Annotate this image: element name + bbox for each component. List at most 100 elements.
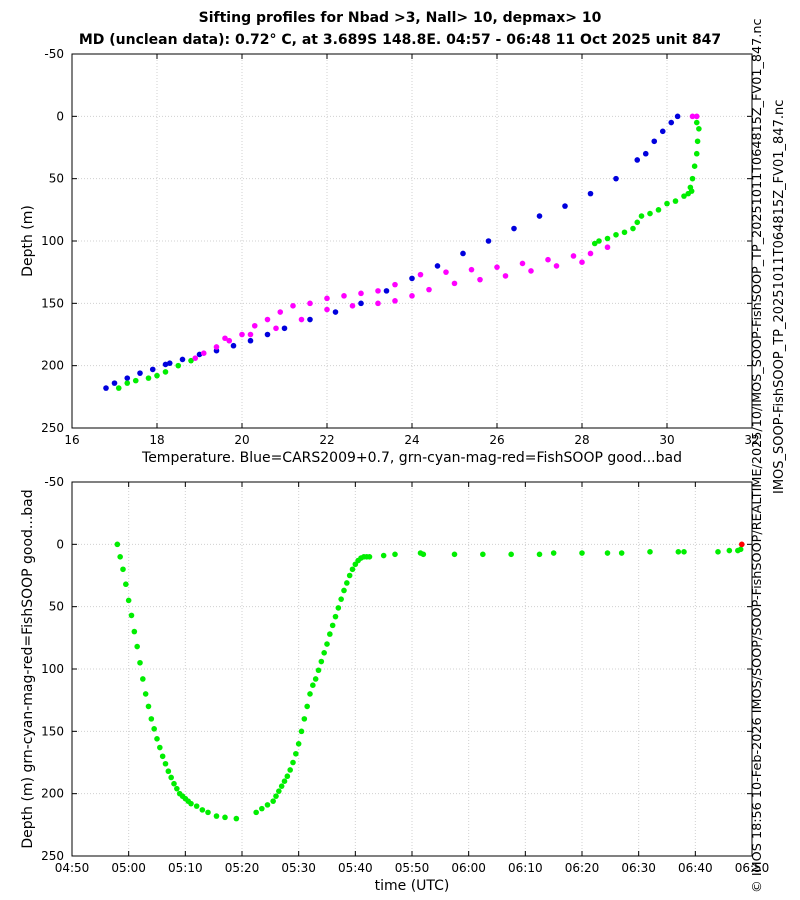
top-plot-point-blue (642, 150, 649, 157)
top-plot-point-magenta (689, 113, 696, 120)
bottom-plot-point-green (392, 551, 398, 558)
top-plot-point-blue (651, 138, 658, 145)
top-plot-x-tick-label: 22 (319, 433, 334, 447)
bottom-plot-point-green (618, 550, 625, 556)
top-plot-point-blue (434, 263, 441, 269)
bottom-plot-point-green (134, 643, 140, 650)
bottom-plot-y-tick-label: -50 (44, 475, 64, 489)
bottom-plot-point-green (310, 682, 316, 689)
top-plot-point-green (591, 240, 598, 247)
bottom-plot-point-green (675, 549, 682, 555)
top-plot-point-blue (634, 157, 641, 163)
bottom-plot-y-tick-label: 50 (49, 600, 64, 614)
top-plot-point-blue (409, 275, 415, 282)
bottom-plot-point-green (536, 551, 543, 558)
top-plot-point-green (115, 385, 122, 391)
top-plot-point-blue (230, 342, 237, 349)
top-plot-y-tick-label: 0 (56, 109, 64, 123)
bottom-plot-point-green (298, 728, 305, 735)
top-plot-point-blue (307, 316, 313, 323)
top-plot-point-magenta (528, 268, 534, 274)
bottom-plot-y-tick-label: 250 (41, 849, 64, 863)
top-plot-point-magenta (451, 280, 458, 287)
top-plot-point-magenta (587, 250, 594, 257)
top-plot-point-blue (162, 361, 169, 368)
top-plot-point-blue (247, 337, 254, 344)
top-plot-point-green (638, 213, 645, 219)
top-plot-point-magenta (375, 300, 381, 307)
top-plot-point-magenta (277, 309, 284, 315)
bottom-plot-point-green (199, 807, 206, 813)
bottom-plot-x-tick-label: 06:40 (678, 861, 713, 875)
bottom-plot-point-green (715, 549, 721, 555)
top-plot-x-tick-label: 26 (489, 433, 504, 447)
top-plot-point-blue (103, 385, 109, 391)
top-plot-y-tick-label: 200 (41, 359, 64, 373)
bottom-plot-point-green (281, 778, 288, 784)
bottom-plot-point-green (205, 809, 211, 816)
bottom-plot-point-green (174, 785, 180, 792)
bottom-plot-point-green (145, 703, 152, 710)
top-plot-point-magenta (494, 264, 500, 270)
bottom-plot-x-tick-label: 04:50 (55, 861, 90, 875)
bottom-plot-point-green (304, 703, 310, 710)
bottom-plot-point-green (117, 554, 123, 560)
top-plot-x-tick-label: 24 (404, 433, 419, 447)
top-plot-point-green (693, 119, 700, 126)
top-plot-point-green (188, 357, 194, 364)
top-plot-point-green (154, 372, 160, 379)
top-plot-point-blue (668, 119, 675, 126)
top-plot-point-green (596, 238, 602, 244)
bottom-plot-point-green (270, 798, 276, 804)
bottom-plot-point-green (148, 716, 155, 722)
bottom-plot-point-green (162, 760, 169, 767)
bottom-plot-point-green (338, 596, 344, 602)
top-plot-point-magenta (468, 266, 475, 273)
bottom-plot-point-green (154, 736, 160, 742)
top-plot-point-magenta (409, 293, 415, 299)
top-plot-y-tick-label: 50 (49, 172, 64, 186)
top-plot-point-green (124, 380, 131, 386)
bottom-plot-point-green (550, 550, 557, 556)
bottom-plot-x-tick-label: 06:20 (565, 861, 600, 875)
top-plot-x-tick-label: 16 (64, 433, 79, 447)
side-label-filename: IMOS_SOOP-FishSOOP_TP_20251011T064815Z_F… (772, 99, 787, 494)
top-plot-point-magenta (273, 325, 279, 332)
bottom-plot-x-tick-label: 06:00 (451, 861, 486, 875)
top-plot-point-green (647, 210, 653, 217)
bottom-plot-point-green (140, 676, 146, 682)
top-plot-point-magenta (443, 269, 449, 275)
top-plot-point-blue (358, 300, 364, 307)
top-plot-point-blue (536, 213, 543, 219)
bottom-plot-x-tick-label: 05:30 (281, 861, 316, 875)
bottom-plot-y-tick-label: 200 (41, 787, 64, 801)
bottom-plot-point-green (151, 726, 157, 732)
bottom-plot-point-green (335, 605, 342, 611)
bottom-plot-point-green (157, 744, 163, 751)
bottom-plot-x-tick-label: 06:10 (508, 861, 543, 875)
top-plot-point-magenta (324, 306, 330, 313)
top-plot-point-magenta (290, 303, 296, 309)
bottom-plot-y-axis-label: Depth (m) grn-cyan-mag-red=FishSOOP good… (20, 489, 36, 848)
bottom-plot-point-green (307, 691, 313, 697)
top-plot-point-green (672, 198, 679, 204)
top-plot-point-magenta (375, 288, 381, 294)
bottom-plot-point-green (295, 741, 302, 747)
bottom-plot-x-tick-label: 05:00 (111, 861, 146, 875)
bottom-plot-point-green (420, 551, 427, 558)
bottom-plot-point-green (168, 774, 174, 781)
bottom-plot-y-tick-label: 0 (56, 537, 64, 551)
bottom-plot-point-green (604, 550, 611, 556)
top-plot-point-magenta (324, 295, 330, 302)
top-plot-point-blue (196, 351, 203, 358)
top-plot-point-magenta (247, 331, 254, 338)
bottom-plot-point-green (579, 550, 585, 556)
bottom-plot-point-green (276, 788, 282, 794)
bottom-plot-x-tick-label: 05:20 (225, 861, 260, 875)
top-plot-point-blue (511, 225, 517, 232)
top-plot-point-green (634, 219, 641, 226)
top-plot-y-tick-label: 150 (41, 296, 64, 310)
bottom-plot-point-green (222, 814, 228, 821)
bottom-plot-x-axis-label: time (UTC) (375, 878, 450, 894)
top-plot-point-blue (166, 360, 173, 366)
